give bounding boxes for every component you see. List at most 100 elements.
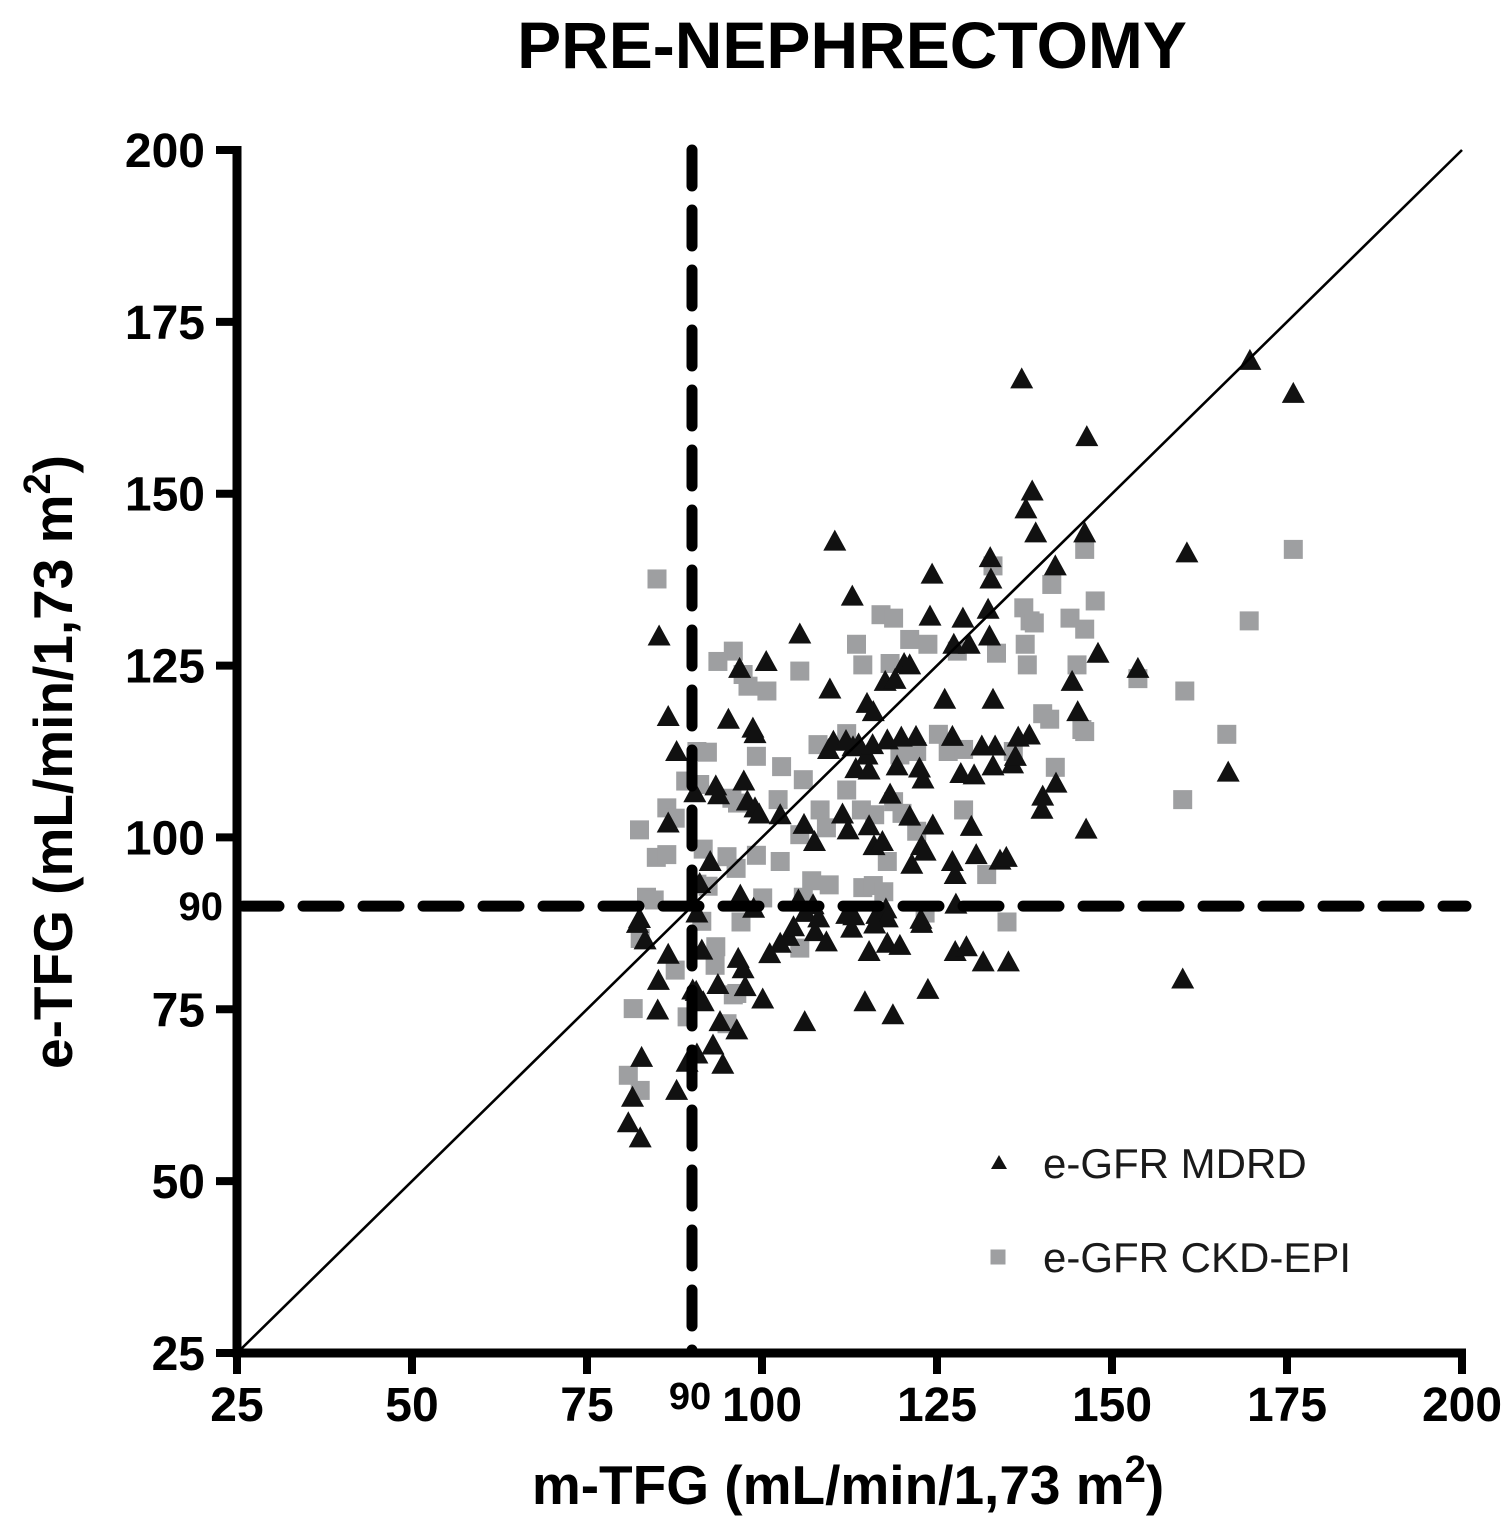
mdrd-point [857, 758, 881, 780]
x-tick-label: 75 [560, 1379, 613, 1432]
x-tick-label: 25 [210, 1379, 263, 1432]
ckdepi-point [705, 955, 725, 975]
ckdepi-point [1283, 539, 1303, 559]
mdrd-point [616, 1111, 640, 1133]
mdrd-point [803, 830, 826, 852]
ckdepi-point [1015, 634, 1035, 654]
mdrd-point [665, 1078, 689, 1100]
mdrd-point [978, 546, 1002, 568]
mdrd-point [716, 707, 740, 729]
mdrd-point [665, 740, 689, 762]
mdrd-point [807, 906, 831, 928]
ckdepi-point [853, 655, 873, 675]
ckdepi-point [810, 800, 830, 820]
mdrd-point [707, 783, 731, 805]
y-tick-label: 25 [152, 1328, 205, 1381]
ckdepi-point [1075, 619, 1095, 639]
ckdepi-point [647, 569, 667, 589]
ckdepi-point [1175, 681, 1195, 701]
mdrd-point [1043, 554, 1067, 576]
ckdepi-point [1075, 722, 1095, 742]
ckdepi-point [1024, 613, 1044, 633]
mdrd-point [725, 1018, 749, 1040]
mdrd-point [842, 904, 866, 926]
mdrd-point [870, 830, 894, 852]
ckdepi-point [816, 818, 836, 838]
mdrd-point [888, 933, 912, 955]
mdrd-point [1126, 656, 1150, 678]
x-tick-label: 100 [722, 1379, 802, 1432]
ckdepi-point [1217, 724, 1237, 744]
mdrd-point [900, 852, 924, 874]
mdrd-point [711, 1052, 735, 1074]
mdrd-point [768, 803, 792, 825]
mdrd-point [733, 975, 757, 997]
ckdepi-point [884, 608, 904, 628]
mdrd-point [957, 632, 981, 654]
mdrd-point [731, 957, 755, 979]
mdrd-point [881, 1003, 905, 1025]
mdrd-point [983, 734, 1007, 756]
mdrd-point [1086, 641, 1110, 663]
ckdepi-point [819, 875, 839, 895]
mdrd-point [913, 839, 937, 861]
legend-item: e-GFR MDRD [991, 1140, 1307, 1187]
mdrd-point [996, 950, 1020, 972]
identity-line [236, 149, 1463, 1354]
ckdepi-point [1045, 757, 1065, 777]
mdrd-point [647, 624, 671, 646]
ckdepi-point [738, 676, 758, 696]
mdrd-point [954, 935, 978, 957]
mdrd-point [728, 883, 752, 905]
mdrd-point [708, 1010, 732, 1032]
mdrd-point [1010, 367, 1034, 389]
ckdepi-point [900, 629, 920, 649]
y-tick-label: 100 [125, 812, 205, 865]
mdrd-point [782, 915, 805, 937]
y-tick-label: 175 [125, 297, 205, 350]
mdrd-point [920, 562, 944, 584]
mdrd-point [1031, 784, 1055, 806]
mdrd-point [814, 930, 838, 952]
mdrd-point [1020, 479, 1044, 501]
ckdepi-point [1042, 574, 1062, 594]
mdrd-point [976, 597, 1000, 619]
mdrd-point [898, 804, 922, 826]
mdrd-point [621, 1085, 644, 1107]
ckdepi-point [1085, 591, 1105, 611]
mdrd-point [683, 781, 707, 803]
mdrd-point [743, 722, 767, 744]
mdrd-point [875, 906, 899, 928]
mdrd-point [940, 849, 964, 871]
mdrd-point [831, 802, 854, 824]
mdrd-point [1066, 700, 1090, 722]
y-tick-label: 150 [125, 469, 205, 522]
ckdepi-point [623, 999, 643, 1019]
mdrd-point [685, 901, 709, 923]
mdrd-point [823, 529, 847, 551]
mdrd-point [732, 769, 756, 791]
mdrd-point [911, 767, 935, 789]
ckdepi-point [847, 634, 866, 654]
legend-square-icon [990, 1249, 1006, 1265]
mdrd-point [978, 624, 1001, 646]
mdrd-point [646, 998, 670, 1020]
ckdepi-point [1067, 655, 1087, 675]
mdrd-point [943, 863, 967, 885]
mdrd-point [656, 811, 680, 833]
legend-label: e-GFR MDRD [1043, 1140, 1307, 1187]
mdrd-point [857, 940, 881, 962]
ckdepi-point [793, 770, 813, 790]
mdrd-point [1216, 760, 1240, 782]
mdrd-point [792, 812, 816, 834]
x-tick-label: 50 [385, 1379, 438, 1432]
mdrd-point [959, 814, 983, 836]
legend-label: e-GFR CKD-EPI [1043, 1234, 1351, 1281]
ckdepi-point [1040, 709, 1060, 729]
mdrd-point [853, 990, 877, 1012]
axes: 25 50 75 100 125 150 175 200 25 50 75 100 125 150 175 2… [125, 125, 1502, 1432]
mdrd-point [1281, 381, 1305, 403]
y-tick-label: 125 [125, 641, 205, 694]
